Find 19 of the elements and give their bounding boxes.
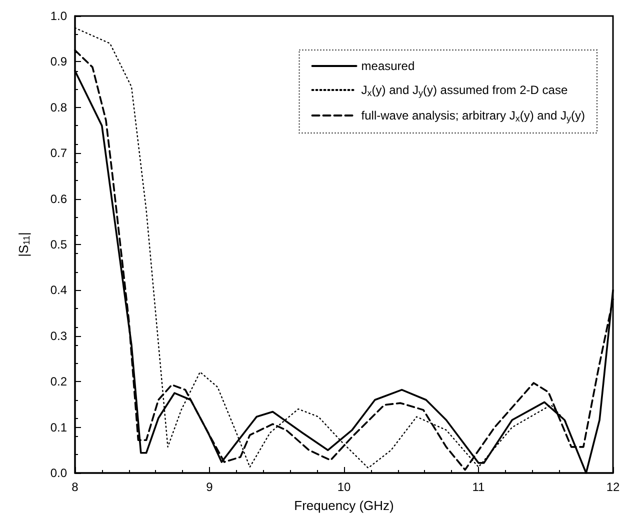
legend-label: measured: [361, 59, 415, 73]
y-tick-label: 0.1: [50, 420, 68, 434]
y-tick-label: 0.8: [50, 100, 68, 114]
y-axis-title: |S11|: [16, 232, 32, 257]
x-tick-label: 8: [72, 480, 79, 494]
y-tick-label: 0.5: [50, 238, 68, 252]
y-tick-label: 0.3: [50, 328, 68, 343]
y-tick-label: 1.0: [50, 9, 68, 23]
y-tick-label: 0.0: [50, 466, 68, 480]
x-tick-label: 12: [606, 480, 620, 494]
y-tick-label: 0.7: [50, 146, 68, 160]
y-tick-label: 0.4: [50, 283, 68, 298]
x-tick-label: 11: [472, 480, 486, 494]
y-tick-label: 0.6: [50, 192, 68, 206]
y-tick-label: 0.2: [50, 374, 68, 389]
x-axis-title: Frequency (GHz): [294, 498, 394, 513]
x-tick-label: 10: [337, 480, 351, 494]
y-tick-label: 0.9: [50, 54, 68, 69]
x-tick-label: 9: [206, 480, 214, 494]
